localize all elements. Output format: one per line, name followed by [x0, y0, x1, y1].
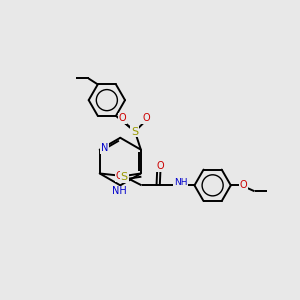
Text: O: O	[157, 161, 164, 171]
Text: S: S	[121, 172, 128, 182]
Text: NH: NH	[112, 186, 127, 196]
Text: O: O	[116, 171, 124, 181]
Text: N: N	[101, 143, 108, 153]
Text: O: O	[142, 113, 150, 123]
Text: O: O	[239, 180, 247, 190]
Text: O: O	[119, 113, 127, 123]
Text: S: S	[131, 127, 139, 136]
Text: NH: NH	[174, 178, 187, 187]
